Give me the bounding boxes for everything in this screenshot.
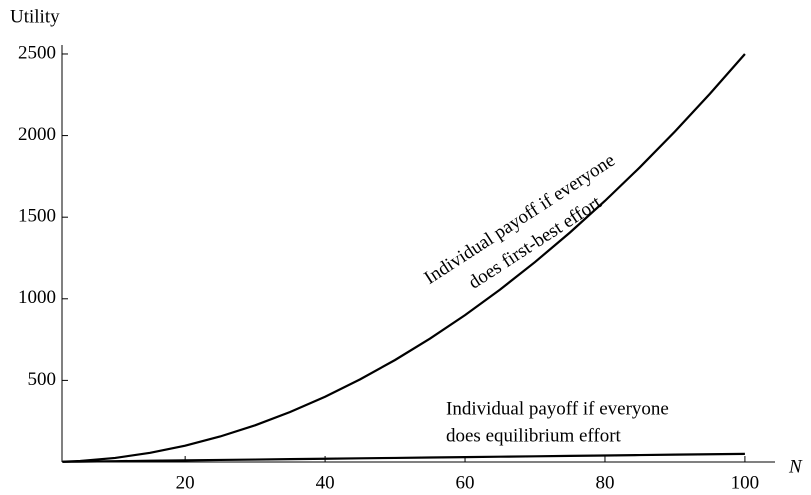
x-axis-label: N — [788, 456, 803, 477]
y-tick-label: 2000 — [18, 124, 56, 145]
x-tick-label: 40 — [316, 472, 335, 493]
line — [62, 452, 745, 463]
x-tick-label: 80 — [595, 472, 614, 493]
y-tick-label: 500 — [28, 369, 57, 390]
x-tick-label: 100 — [731, 472, 760, 493]
y-tick-label: 2500 — [18, 42, 56, 63]
annotation-line: Individual payoff if everyone — [446, 398, 669, 419]
x-tick-label: 60 — [456, 472, 475, 493]
y-tick-label: 1500 — [18, 206, 56, 227]
x-tick-label: 20 — [176, 472, 195, 493]
annotation-line: does equilibrium effort — [446, 425, 622, 446]
y-axis-label: Utility — [10, 6, 60, 27]
y-tick-label: 1000 — [18, 287, 56, 308]
line — [62, 53, 746, 463]
